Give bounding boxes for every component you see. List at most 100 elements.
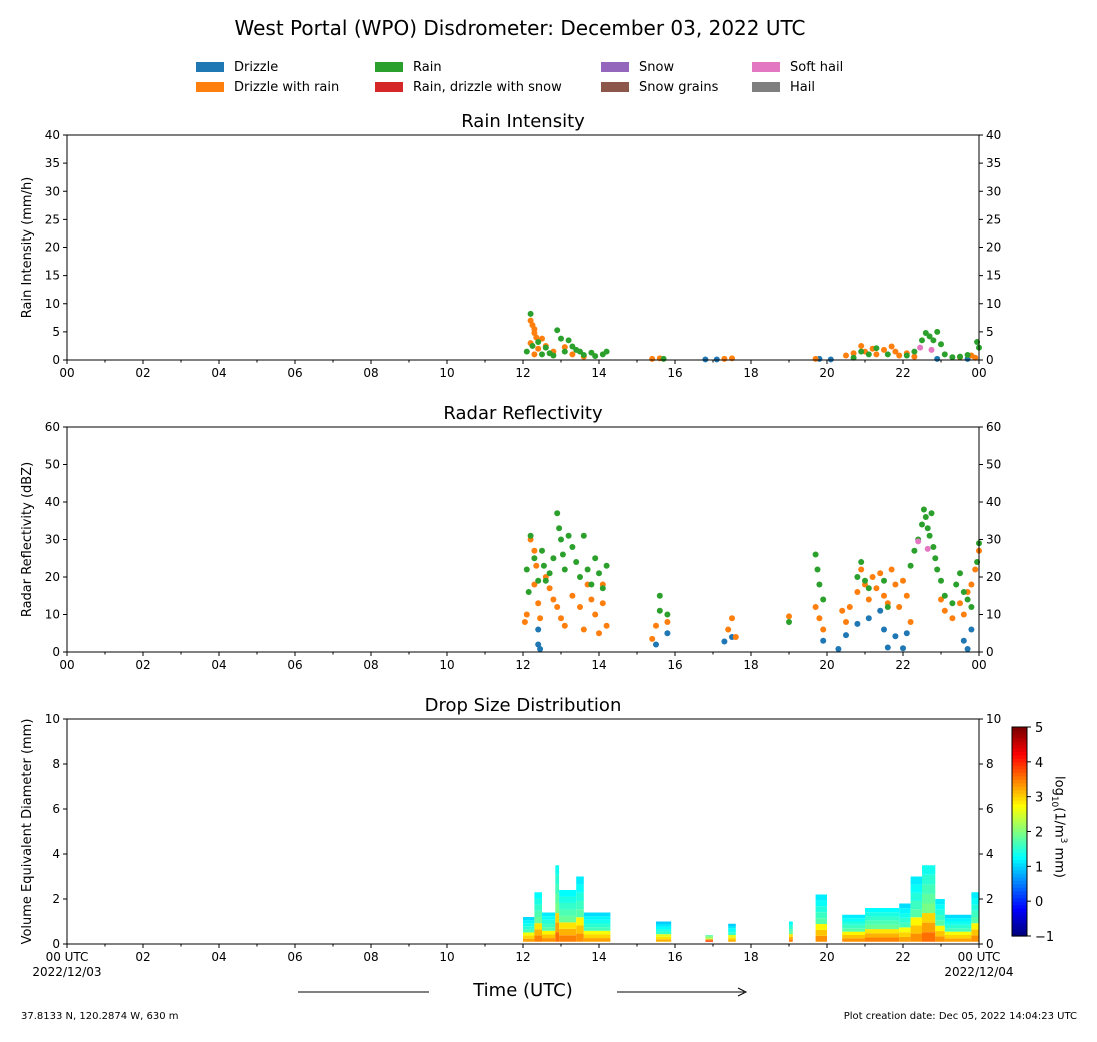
colorbar-cell — [1012, 918, 1027, 923]
colorbar-cell — [1012, 901, 1027, 906]
axes-frame — [66, 718, 980, 945]
dsd-cell — [935, 925, 945, 932]
dsd-cell — [534, 923, 542, 930]
data-point — [843, 352, 849, 359]
x-tick-label: 02 — [135, 950, 150, 964]
data-point — [533, 334, 540, 341]
legend-label: Soft hail — [790, 60, 844, 75]
dsd-cell — [559, 896, 577, 903]
data-point — [964, 646, 971, 652]
data-point — [812, 551, 819, 558]
plot-area — [523, 865, 979, 942]
x-tick-label: 02 — [135, 366, 150, 380]
x-tick-label: 20 — [819, 366, 834, 380]
dsd-cell — [842, 914, 865, 919]
panel-1: Radar Reflectivity Radar Reflectivity (dB… — [20, 403, 1001, 672]
dsd-cell — [899, 922, 911, 928]
data-point — [903, 352, 910, 359]
colorbar-cell — [1012, 890, 1027, 895]
legend-item-drizzle: Drizzle — [196, 58, 278, 78]
x-tick-label: 2022/12/04 — [944, 965, 1013, 979]
colorbar-cell — [1012, 845, 1027, 850]
y-tick-label: 40 — [986, 128, 1001, 142]
data-point — [846, 604, 853, 610]
data-point — [896, 604, 903, 610]
colorbar-tick-label: −1 — [1035, 930, 1054, 945]
dsd-cell — [935, 920, 945, 926]
colorbar-cell — [1012, 744, 1027, 749]
y-tick-label: 20 — [45, 241, 60, 255]
data-point — [957, 353, 963, 360]
legend-label: Rain, drizzle with snow — [413, 80, 562, 95]
data-point — [915, 538, 922, 545]
data-point — [535, 339, 542, 345]
dsd-cell — [944, 938, 972, 942]
colorbar-cell — [1012, 880, 1027, 885]
dsd-cell — [971, 923, 979, 930]
x-tick-label: 18 — [743, 950, 758, 964]
data-point — [580, 626, 587, 633]
y-tick-label: 0 — [52, 353, 60, 367]
data-point — [919, 337, 925, 344]
data-point — [656, 592, 663, 599]
x-tick-label: 14 — [591, 366, 606, 380]
dsd-cell — [944, 928, 972, 932]
data-point — [968, 626, 975, 633]
data-point — [603, 562, 610, 569]
legend-swatch — [752, 61, 780, 72]
dsd-cell — [542, 916, 556, 920]
x-tick-label: 10 — [439, 366, 454, 380]
colorbar-cell — [1012, 737, 1027, 742]
data-point — [911, 348, 918, 355]
data-point — [540, 562, 547, 569]
dsd-cell — [815, 924, 827, 930]
colorbar-cell — [1012, 838, 1027, 843]
legend-item-rain: Rain — [375, 58, 442, 78]
dsd-cell — [559, 935, 577, 942]
colorbar: 5 4 3 2 1 0 −1 — [1011, 721, 1054, 945]
page-title: West Portal (WPO) Disdrometer: December … — [234, 16, 806, 40]
data-point — [550, 596, 557, 603]
data-point — [827, 356, 834, 363]
dsd-cell — [935, 899, 945, 905]
colorbar-tick-label: 0 — [1035, 895, 1043, 910]
y-tick-label: 30 — [45, 533, 60, 547]
dsd-cell — [583, 927, 611, 931]
data-point — [865, 351, 872, 358]
data-point — [569, 592, 576, 599]
data-point — [924, 545, 931, 552]
y-tick-label: 10 — [986, 608, 1001, 622]
y-tick-label: 4 — [986, 847, 994, 861]
dsd-cell — [523, 917, 535, 921]
data-point — [599, 585, 606, 592]
data-point — [660, 355, 667, 362]
dsd-cell — [542, 923, 556, 928]
dsd-cell — [935, 931, 945, 937]
data-point — [713, 356, 720, 363]
x-tick-label: 00 UTC — [46, 950, 89, 964]
data-point — [881, 626, 887, 633]
data-point — [812, 355, 819, 362]
dsd-cell — [944, 914, 972, 919]
data-point — [786, 619, 792, 625]
x-tick-label: 04 — [211, 950, 226, 964]
y-tick-label: 10 — [45, 297, 60, 311]
y-tick-label: 30 — [986, 533, 1001, 547]
data-point — [603, 348, 610, 355]
data-point — [960, 611, 967, 618]
data-point — [702, 356, 709, 363]
colorbar-tick-label: 3 — [1035, 791, 1043, 806]
data-point — [865, 585, 872, 592]
dsd-cell — [656, 936, 672, 940]
dsd-cell — [971, 910, 979, 917]
data-point — [941, 607, 948, 614]
dsd-cell — [865, 929, 900, 934]
legend-label: Snow grains — [639, 80, 719, 95]
dsd-cell — [910, 876, 922, 885]
data-point — [949, 600, 956, 607]
data-point — [559, 551, 566, 558]
dsd-cell — [559, 902, 577, 910]
colorbar-cell — [1012, 821, 1027, 826]
data-point — [873, 345, 880, 352]
colorbar-cell — [1012, 915, 1027, 920]
